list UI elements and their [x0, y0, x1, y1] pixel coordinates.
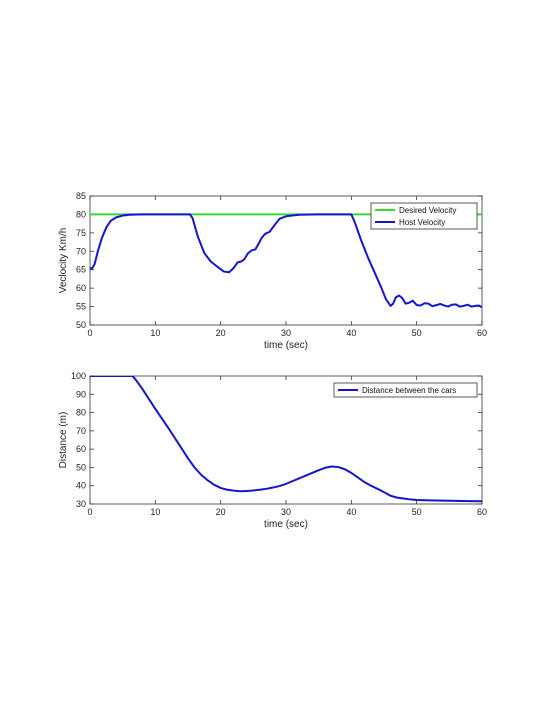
y-tick-label: 65: [76, 265, 86, 275]
y-tick-label: 80: [76, 408, 86, 418]
chart-1: 0 10 20 30 40 50 60 50 55 60 65 70 75 80 85 time (sec) V…: [58, 191, 487, 351]
legend: Desired Velocity Host Velocity: [370, 202, 478, 230]
y-tick-label: 80: [76, 209, 86, 219]
x-tick-label: 20: [216, 328, 226, 338]
series-line-1: [90, 376, 482, 503]
legend-entry: Desired Velocity: [399, 206, 456, 215]
y-tick-label: 85: [76, 191, 86, 201]
legend-box: [333, 382, 478, 398]
x-tick-label: 60: [477, 328, 487, 338]
x-tick-label: 20: [216, 507, 226, 517]
x-tick-label: 0: [87, 328, 92, 338]
y-tick-label: 70: [76, 246, 86, 256]
legend-entry: Host Velocity: [399, 218, 445, 227]
x-axis-label: time (sec): [264, 340, 308, 351]
y-tick-label: 55: [76, 302, 86, 312]
x-tick-label: 40: [346, 328, 356, 338]
y-tick-label: 90: [76, 389, 86, 399]
x-tick-label: 50: [412, 328, 422, 338]
y-tick-label: 100: [71, 371, 86, 381]
legend: Distance between the cars: [333, 382, 478, 398]
x-tick-label: 10: [150, 328, 160, 338]
legend-entry: Distance between the cars: [362, 386, 456, 395]
y-axis-label: Distance (m): [58, 412, 69, 469]
y-tick-label: 40: [76, 481, 86, 491]
x-tick-label: 40: [346, 507, 356, 517]
y-tick-label: 30: [76, 499, 86, 509]
y-tick-label: 75: [76, 228, 86, 238]
y-axis-label: Veclocity Km/h: [58, 228, 69, 294]
y-tick-label: 70: [76, 426, 86, 436]
series-line-2: [90, 213, 482, 309]
y-tick-label: 60: [76, 283, 86, 293]
y-tick-label: 60: [76, 444, 86, 454]
y-tick-label: 50: [76, 320, 86, 330]
y-tick-label: 50: [76, 462, 86, 472]
x-tick-label: 50: [412, 507, 422, 517]
x-tick-label: 30: [281, 507, 291, 517]
x-tick-label: 60: [477, 507, 487, 517]
x-axis-label: time (sec): [264, 519, 308, 530]
x-tick-label: 0: [87, 507, 92, 517]
legend-box: [370, 202, 478, 230]
x-tick-label: 10: [150, 507, 160, 517]
chart-2: 0 10 20 30 40 50 60 30 40 50 60 70 80 90 100 time (sec)…: [58, 371, 487, 530]
x-tick-label: 30: [281, 328, 291, 338]
